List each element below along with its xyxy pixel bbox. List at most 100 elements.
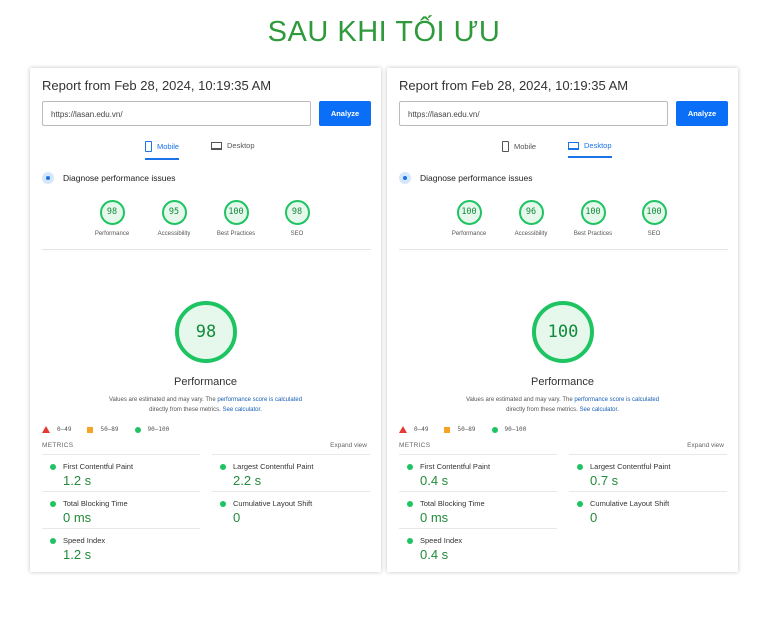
metric-name: First Contentful Paint — [63, 462, 134, 471]
fail-triangle-icon — [399, 426, 407, 433]
category-score[interactable]: 98 Performance — [82, 200, 142, 237]
pass-circle-icon — [577, 501, 583, 507]
performance-gauge: 98 — [175, 301, 237, 363]
metric-item: First Contentful Paint 1.2 s — [42, 454, 200, 491]
diagnose-icon — [42, 172, 54, 184]
category-label: SEO — [647, 231, 661, 237]
legend-average: 50–89 — [457, 426, 476, 433]
page-title: SAU KHI TỐI ƯU — [267, 16, 501, 48]
performance-gauge: 100 — [532, 301, 594, 363]
metric-name: First Contentful Paint — [420, 462, 491, 471]
pass-circle-icon — [220, 464, 226, 470]
expand-view-button[interactable]: Expand view — [330, 442, 367, 449]
score-gauge: 100 — [456, 200, 482, 225]
metric-name: Speed Index — [63, 536, 106, 545]
pass-circle-icon — [134, 426, 141, 433]
tab-label: Desktop — [227, 141, 255, 150]
divider — [399, 249, 728, 250]
category-label: Accessibility — [514, 231, 548, 237]
metric-item: Total Blocking Time 0 ms — [399, 491, 557, 528]
average-square-icon — [444, 426, 451, 433]
tab-label: Desktop — [584, 141, 612, 150]
metric-item: Largest Contentful Paint 0.7 s — [569, 454, 727, 491]
metric-value: 0 — [590, 510, 598, 525]
metric-name: Largest Contentful Paint — [590, 462, 671, 471]
note-text: Values are estimated and may vary. The — [108, 397, 218, 403]
pass-circle-icon — [407, 464, 413, 470]
category-score[interactable]: 96 Accessibility — [501, 200, 561, 237]
metric-item: Largest Contentful Paint 2.2 s — [212, 454, 370, 491]
category-score[interactable]: 100 Best Practices — [563, 200, 623, 237]
metric-value: 2.2 s — [233, 473, 262, 488]
category-label: Best Practices — [216, 231, 256, 237]
pass-circle-icon — [50, 501, 56, 507]
category-score[interactable]: 100 Best Practices — [206, 200, 266, 237]
phone-icon — [502, 141, 509, 152]
metric-name: Total Blocking Time — [63, 499, 128, 508]
metric-name: Cumulative Layout Shift — [590, 499, 670, 508]
pass-circle-icon — [220, 501, 226, 507]
category-label: Performance — [94, 231, 130, 237]
analyze-button[interactable]: Analyze — [676, 101, 728, 126]
score-gauge: 96 — [518, 200, 544, 225]
mobile-report-panel: Report from Feb 28, 2024, 10:19:35 AM ht… — [30, 68, 381, 572]
analyze-button[interactable]: Analyze — [319, 101, 371, 126]
metric-value: 0.4 s — [420, 547, 449, 562]
metrics-label: METRICS — [399, 442, 431, 449]
legend-fail: 0–49 — [414, 426, 429, 433]
score-calculated-link[interactable]: performance score is calculated — [217, 397, 303, 403]
diagnose-section: Diagnose performance issues — [399, 172, 532, 184]
pass-circle-icon — [577, 464, 583, 470]
category-score[interactable]: 100 SEO — [624, 200, 684, 237]
tab-desktop[interactable]: Desktop — [568, 141, 612, 158]
score-legend: 0–49 50–89 90–100 — [42, 426, 169, 433]
score-gauge: 100 — [641, 200, 667, 225]
score-calculated-link[interactable]: performance score is calculated — [574, 397, 660, 403]
metric-value: 1.2 s — [63, 547, 92, 562]
url-input[interactable]: https://lasan.edu.vn/ — [42, 101, 311, 126]
see-calculator-link[interactable]: See calculator. — [222, 407, 262, 413]
category-score[interactable]: 100 Performance — [439, 200, 499, 237]
metric-value: 0.4 s — [420, 473, 449, 488]
legend-pass: 90–100 — [504, 426, 527, 433]
metric-item: Speed Index 0.4 s — [399, 528, 557, 565]
tab-mobile[interactable]: Mobile — [145, 141, 180, 160]
url-input[interactable]: https://lasan.edu.vn/ — [399, 101, 668, 126]
legend-average: 50–89 — [100, 426, 119, 433]
tab-mobile[interactable]: Mobile — [502, 141, 536, 158]
metric-value: 0.7 s — [590, 473, 619, 488]
score-note: Values are estimated and may vary. The p… — [30, 395, 381, 415]
score-gauge: 98 — [99, 200, 125, 225]
category-score[interactable]: 95 Accessibility — [144, 200, 204, 237]
score-gauge: 98 — [284, 200, 310, 225]
expand-view-button[interactable]: Expand view — [687, 442, 724, 449]
see-calculator-link[interactable]: See calculator. — [579, 407, 619, 413]
tab-label: Mobile — [157, 142, 180, 151]
category-label: Performance — [451, 231, 487, 237]
metric-item: First Contentful Paint 0.4 s — [399, 454, 557, 491]
laptop-icon — [568, 141, 579, 150]
metrics-label: METRICS — [42, 442, 74, 449]
metric-value: 0 — [233, 510, 241, 525]
category-label: SEO — [290, 231, 304, 237]
score-gauge: 95 — [161, 200, 187, 225]
note-text: directly from these metrics. — [149, 407, 223, 413]
divider — [42, 249, 371, 250]
tab-desktop[interactable]: Desktop — [211, 141, 255, 156]
legend-fail: 0–49 — [57, 426, 72, 433]
performance-heading: Performance — [174, 376, 237, 388]
report-timestamp: Report from Feb 28, 2024, 10:19:35 AM — [399, 78, 629, 93]
pass-circle-icon — [491, 426, 498, 433]
pass-circle-icon — [50, 538, 56, 544]
pass-circle-icon — [407, 501, 413, 507]
score-gauge: 100 — [580, 200, 606, 225]
tab-label: Mobile — [514, 142, 537, 151]
legend-pass: 90–100 — [147, 426, 170, 433]
performance-heading: Performance — [531, 376, 594, 388]
average-square-icon — [87, 426, 94, 433]
category-score[interactable]: 98 SEO — [267, 200, 327, 237]
metric-item: Cumulative Layout Shift 0 — [212, 491, 370, 528]
desktop-report-panel: Report from Feb 28, 2024, 10:19:35 AM ht… — [387, 68, 738, 572]
metric-name: Total Blocking Time — [420, 499, 485, 508]
score-legend: 0–49 50–89 90–100 — [399, 426, 526, 433]
